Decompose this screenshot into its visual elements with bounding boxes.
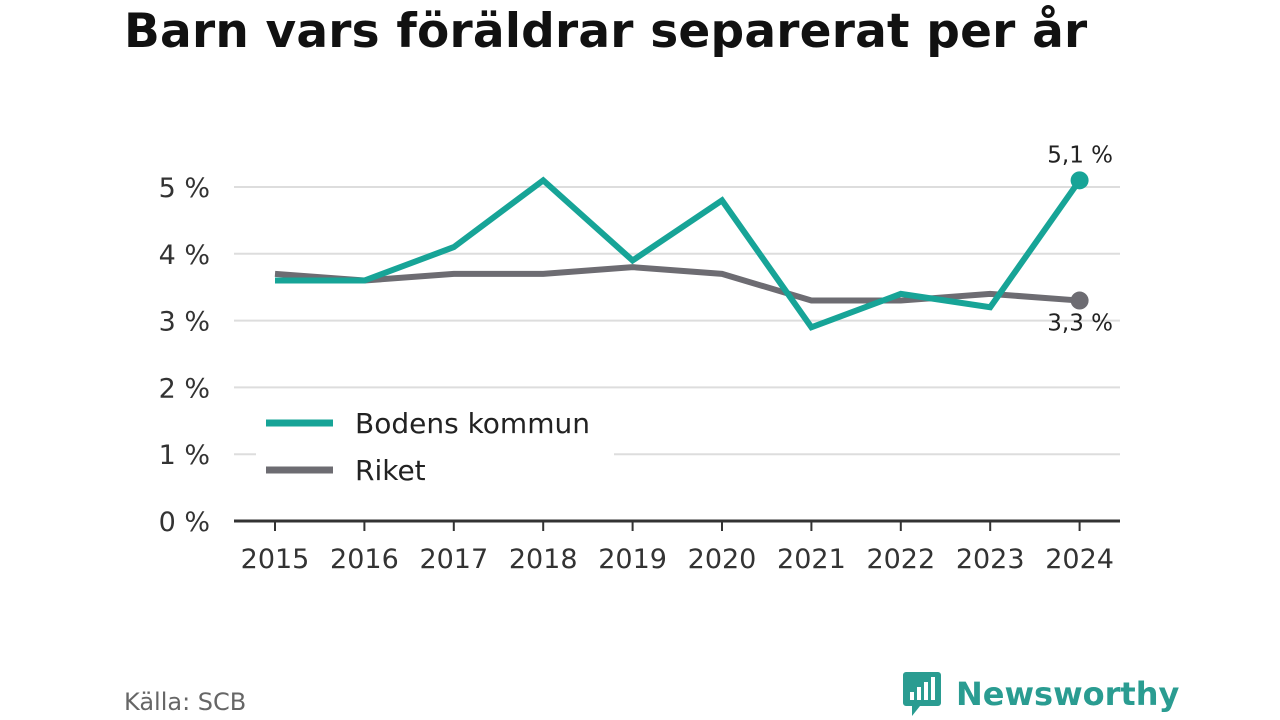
end-labels: 5,1 % 3,3 % [1047, 142, 1113, 336]
x-tick-label: 2023 [956, 544, 1025, 575]
x-tick-label: 2017 [419, 544, 488, 575]
y-tick-label: 3 % [159, 307, 210, 338]
y-tick-label: 2 % [159, 373, 210, 404]
x-axis: 2015 2016 2017 2018 2019 2020 2021 2022 2023 2024 [234, 519, 1120, 575]
x-tick-label: 2022 [866, 544, 935, 575]
legend-background [256, 398, 614, 498]
x-tick-label: 2015 [241, 544, 310, 575]
x-tick-label: 2024 [1045, 544, 1114, 575]
legend-label: Bodens kommun [355, 407, 590, 440]
series-lines [274, 171, 1089, 331]
bar-chart-speech-bubble-icon [903, 672, 941, 716]
brand-logo[interactable]: Newsworthy [902, 670, 1179, 718]
y-tick-label: 1 % [159, 440, 210, 471]
end-point [1070, 171, 1089, 190]
y-tick-label: 5 % [159, 173, 210, 204]
series-line-riket [274, 264, 1080, 304]
x-tick-label: 2020 [688, 544, 757, 575]
x-tick-label: 2018 [509, 544, 578, 575]
y-tick-label: 4 % [159, 240, 210, 271]
end-point [1070, 291, 1089, 310]
source-note: Källa: SCB [124, 688, 247, 716]
y-axis: 0 % 1 % 2 % 3 % 4 % 5 % [159, 173, 210, 538]
end-value-label: 5,1 % [1047, 142, 1113, 168]
brand-name: Newsworthy [956, 675, 1180, 713]
x-tick-label: 2019 [598, 544, 667, 575]
chart-title: Barn vars föräldrar separerat per år [124, 4, 1088, 59]
legend: Bodens kommun Riket [256, 398, 614, 498]
y-tick-label: 0 % [159, 507, 210, 538]
series-line-bodens-kommun [275, 176, 1083, 331]
legend-label: Riket [355, 454, 426, 487]
x-tick-label: 2016 [330, 544, 399, 575]
x-tick-label: 2021 [777, 544, 846, 575]
end-value-label: 3,3 % [1047, 311, 1113, 337]
